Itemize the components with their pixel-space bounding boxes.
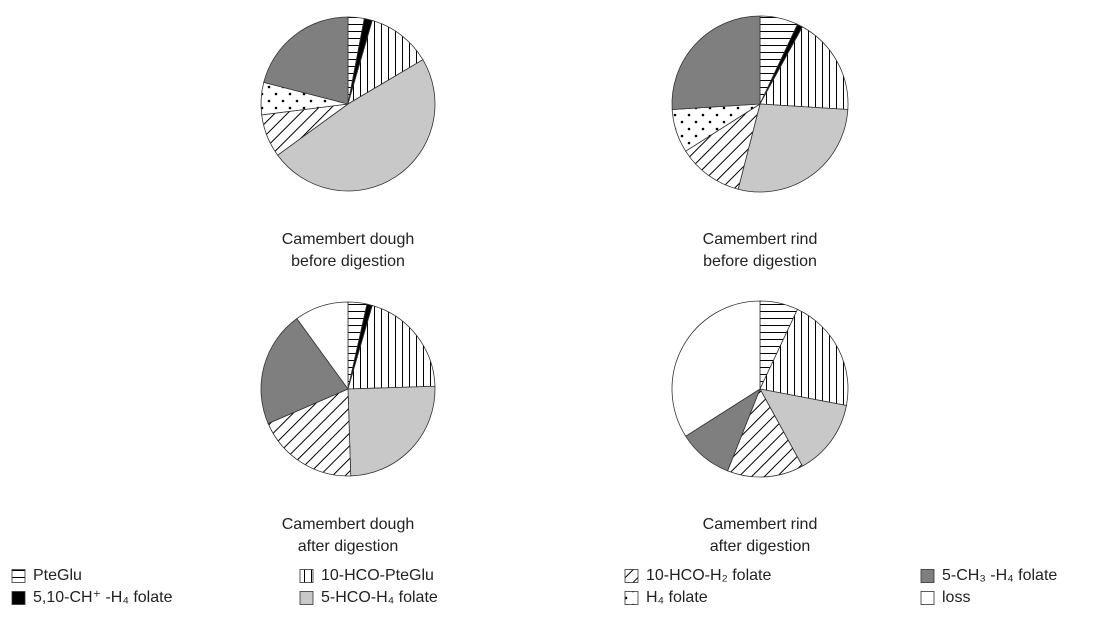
legend-label: 5,10-CH⁺ -H₄ folate: [33, 589, 173, 606]
pie-slice: [296, 301, 349, 391]
legend-label: loss: [942, 589, 970, 606]
legend-label: 10-HCO-PteGlu: [321, 567, 434, 584]
chart-title: after digestion: [710, 538, 811, 555]
legend-swatch: [11, 591, 26, 605]
pie-slice: [671, 300, 761, 437]
chart-title: before digestion: [291, 253, 405, 270]
pie-slice: [347, 385, 436, 477]
pie-slice: [685, 103, 761, 190]
chart-title: Camembert dough: [282, 231, 415, 248]
legend-label: 10-HCO-H₂ folate: [646, 567, 771, 584]
pie-slice: [759, 308, 849, 406]
legend-swatch: [11, 569, 26, 583]
pie-slice: [277, 59, 436, 192]
chart-title: before digestion: [703, 253, 817, 270]
legend-swatch: [624, 569, 639, 583]
pie-slice: [737, 103, 849, 193]
legend-swatch: [299, 569, 314, 583]
legend-swatch: [920, 591, 935, 605]
legend-label: 5-HCO-H₄ folate: [321, 589, 438, 606]
pie-slice: [267, 388, 352, 477]
pie-slice: [759, 388, 847, 467]
pie-slice: [671, 15, 761, 110]
pie-slice: [260, 318, 349, 425]
pie-slice: [347, 19, 424, 105]
chart-title: Camembert rind: [703, 231, 818, 248]
legend-label: H₄ folate: [646, 589, 708, 606]
chart-title: Camembert rind: [703, 516, 818, 533]
pie-slice: [759, 26, 849, 110]
legend-label: PteGlu: [33, 567, 82, 584]
pie-slice: [347, 304, 436, 390]
legend-swatch: [624, 591, 639, 605]
chart-title: Camembert dough: [282, 516, 415, 533]
legend-swatch: [299, 591, 314, 605]
chart-title: after digestion: [298, 538, 399, 555]
pie-slice: [727, 388, 803, 478]
legend-swatch: [920, 569, 935, 583]
legend-label: 5-CH₃ -H₄ folate: [942, 567, 1057, 584]
pie-slice: [263, 16, 349, 105]
